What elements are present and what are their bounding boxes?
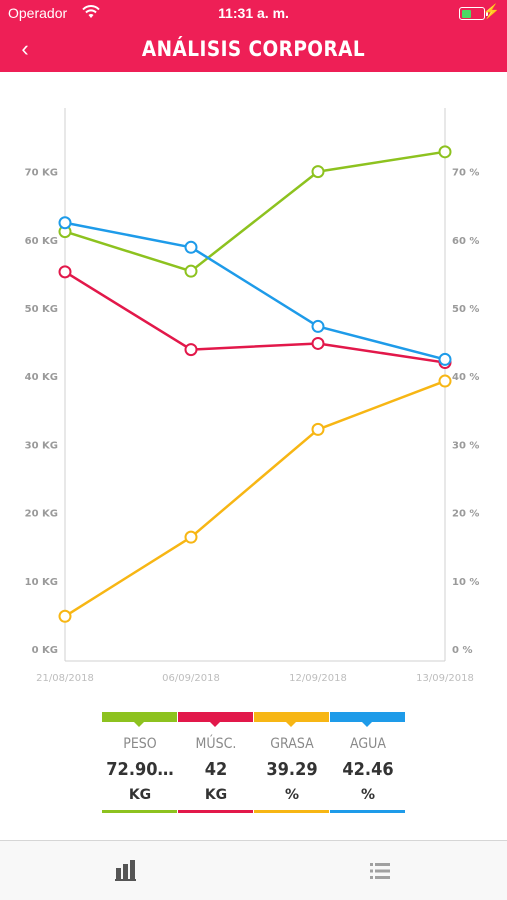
data-point bbox=[184, 343, 198, 357]
legend-unit: KG bbox=[128, 787, 152, 803]
legend-name: AGUA bbox=[349, 736, 386, 752]
data-point bbox=[311, 165, 325, 179]
carrier-label: Operador bbox=[8, 5, 68, 21]
y-tick-label-left: 60 KG bbox=[25, 236, 58, 247]
legend-underline bbox=[102, 810, 177, 813]
legend-item-peso[interactable]: PESO 72.90… KG bbox=[102, 712, 178, 816]
legend-underline bbox=[330, 810, 405, 813]
y-tick-label-right: 60 % bbox=[452, 236, 479, 247]
tab-bar bbox=[0, 840, 507, 900]
wifi-icon bbox=[82, 4, 100, 23]
data-point bbox=[58, 216, 72, 230]
series-line bbox=[64, 150, 446, 273]
y-tick-label-left: 70 KG bbox=[25, 168, 58, 179]
legend-name: GRASA bbox=[270, 736, 314, 752]
legend-value: 39.29 bbox=[266, 759, 318, 780]
clock: 11:31 a. m. bbox=[218, 5, 289, 21]
data-point bbox=[311, 336, 325, 350]
legend-name: MÚSC. bbox=[195, 736, 237, 752]
legend-item-musc[interactable]: MÚSC. 42 KG bbox=[178, 712, 254, 816]
legend-color-bar bbox=[178, 712, 253, 722]
data-point bbox=[438, 145, 452, 159]
data-point bbox=[438, 374, 452, 388]
legend-underline bbox=[254, 810, 329, 813]
data-point bbox=[311, 422, 325, 436]
legend-item-agua[interactable]: AGUA 42.46 % bbox=[330, 712, 406, 816]
series-line bbox=[64, 379, 446, 618]
legend-unit: % bbox=[360, 787, 376, 803]
legend-color-bar bbox=[102, 712, 177, 722]
legend-value: 72.90… bbox=[106, 759, 174, 780]
data-point bbox=[58, 265, 72, 279]
bar-chart-icon[interactable] bbox=[106, 851, 146, 891]
y-tick-label-left: 30 KG bbox=[25, 440, 58, 451]
legend-underline bbox=[178, 810, 253, 813]
x-tick-label: 06/09/2018 bbox=[162, 673, 220, 684]
legend-unit: KG bbox=[204, 787, 228, 803]
y-tick-label-left: 20 KG bbox=[25, 509, 58, 520]
charging-bolt-icon: ⚡ bbox=[482, 3, 500, 19]
y-tick-label-left: 50 KG bbox=[25, 304, 58, 315]
y-tick-label-right: 20 % bbox=[452, 509, 479, 520]
y-tick-label-right: 0 % bbox=[452, 645, 472, 656]
list-icon[interactable] bbox=[360, 851, 400, 891]
data-point bbox=[184, 530, 198, 544]
y-tick-label-right: 70 % bbox=[452, 168, 479, 179]
status-bar: Operador 11:31 a. m. ⚡ bbox=[0, 0, 507, 28]
y-tick-label-right: 50 % bbox=[452, 304, 479, 315]
data-point bbox=[184, 240, 198, 254]
chart-legend: PESO 72.90… KG MÚSC. 42 KG GRASA 39.29 %… bbox=[102, 712, 406, 816]
legend-pointer bbox=[134, 722, 144, 727]
data-point bbox=[184, 264, 198, 278]
y-tick-label-left: 10 KG bbox=[25, 577, 58, 588]
legend-pointer bbox=[210, 722, 220, 727]
nav-bar: ‹ ANÁLISIS CORPORAL bbox=[0, 28, 507, 72]
x-tick-label: 21/08/2018 bbox=[36, 673, 94, 684]
legend-color-bar bbox=[330, 712, 405, 722]
data-point bbox=[58, 609, 72, 623]
series-line bbox=[64, 270, 446, 364]
legend-pointer bbox=[362, 722, 372, 727]
legend-value: 42 bbox=[204, 759, 228, 780]
y-tick-label-left: 0 KG bbox=[32, 645, 58, 656]
y-tick-label-right: 40 % bbox=[452, 372, 479, 383]
page-title: ANÁLISIS CORPORAL bbox=[141, 37, 366, 61]
data-point bbox=[311, 319, 325, 333]
data-point bbox=[438, 352, 452, 366]
y-tick-label-right: 30 % bbox=[452, 440, 479, 451]
x-tick-label: 13/09/2018 bbox=[416, 673, 474, 684]
y-tick-label-right: 10 % bbox=[452, 577, 479, 588]
legend-color-bar bbox=[254, 712, 329, 722]
body-analysis-chart: 0 KG 10 KG 20 KG 30 KG 40 KG 50 KG 60 KG 70 KG 0… bbox=[25, 108, 479, 684]
legend-value: 42.46 bbox=[342, 759, 394, 780]
series-line bbox=[64, 221, 446, 361]
legend-name: PESO bbox=[123, 736, 157, 752]
legend-item-grasa[interactable]: GRASA 39.29 % bbox=[254, 712, 330, 816]
y-tick-label-left: 40 KG bbox=[25, 372, 58, 383]
legend-pointer bbox=[286, 722, 296, 727]
x-tick-label: 12/09/2018 bbox=[289, 673, 347, 684]
legend-unit: % bbox=[284, 787, 300, 803]
battery-charging-icon bbox=[459, 7, 488, 20]
chevron-left-icon[interactable]: ‹ bbox=[21, 36, 29, 61]
